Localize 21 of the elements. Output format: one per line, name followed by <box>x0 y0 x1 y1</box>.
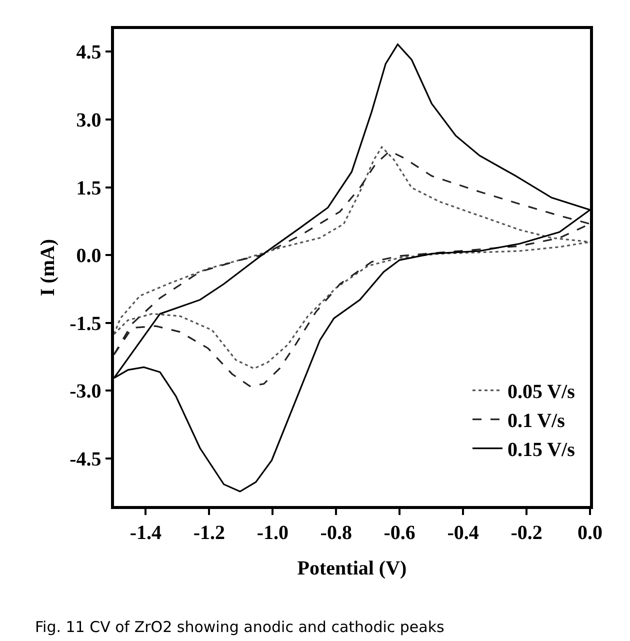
x-tick-label: -1.4 <box>130 522 162 544</box>
x-tick-label: -0.4 <box>447 522 479 544</box>
y-tick-label: 3.0 <box>76 109 102 132</box>
y-tick-label: 1.5 <box>76 177 102 200</box>
legend-label: 0.15 V/s <box>507 439 576 462</box>
legend-label: 0.1 V/s <box>507 410 566 432</box>
x-tick-label: -0.6 <box>384 522 416 544</box>
caption: Fig. 11 CV of ZrO2 showing anodic and cathodic peaks <box>35 618 445 636</box>
x-tick-label: -1.0 <box>256 522 289 544</box>
y-tick-label: 4.5 <box>76 42 102 64</box>
legend-label: 0.05 V/s <box>507 381 576 404</box>
x-tick-label: -1.2 <box>193 522 226 544</box>
y-tick-label: -4.5 <box>70 448 102 471</box>
y-axis-title: I (mA) <box>37 238 60 296</box>
y-tick-label: 0.0 <box>76 245 102 268</box>
y-tick-label: -1.5 <box>70 312 102 335</box>
x-tick-label: 0.0 <box>578 522 602 544</box>
x-tick-label: -0.2 <box>510 522 542 544</box>
x-axis-title: Potential (V) <box>297 557 407 580</box>
y-tick-label: -3.0 <box>70 380 102 403</box>
x-tick-label: -0.8 <box>320 522 352 544</box>
